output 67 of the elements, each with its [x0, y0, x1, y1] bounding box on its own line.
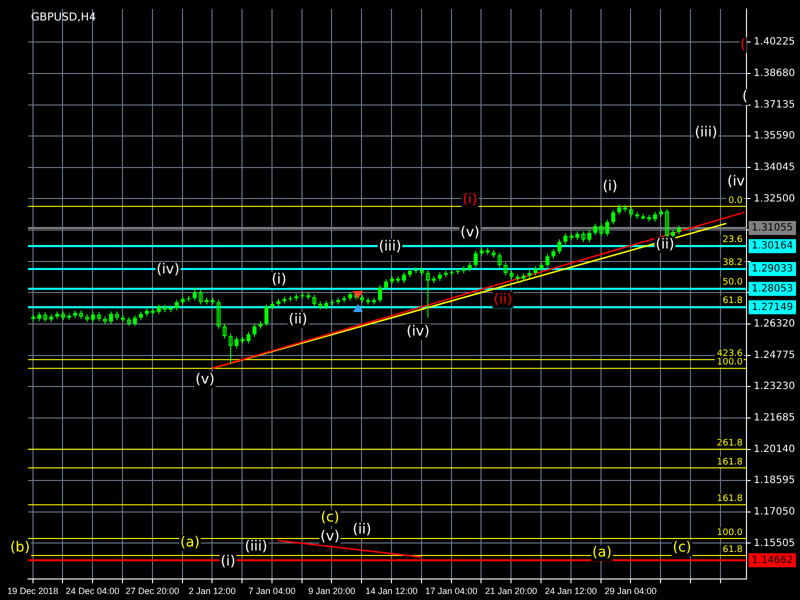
y-tick-label: 1.18595 [754, 475, 796, 486]
annotation: (i) [462, 192, 478, 208]
annotation: (iii) [244, 538, 268, 555]
y-tick-label: 1.35590 [754, 130, 796, 142]
annotation: 23.6 [722, 234, 743, 245]
y-tick-label: 1.38680 [754, 68, 796, 80]
annotation: (i) [272, 272, 286, 288]
annotation: (v) [320, 528, 340, 545]
y-tick-label: 1.34045 [754, 162, 796, 174]
annotation: 61.8 [722, 544, 743, 555]
annotation: (iii) [378, 238, 402, 255]
y-tick-label: 1.20140 [754, 444, 796, 455]
x-tick-label: 21 Jan 20:00 [485, 586, 538, 596]
ref-line-label: 1.29033 [752, 264, 794, 275]
x-tick-label: 27 Dec 20:00 [126, 586, 180, 596]
y-tick-label: 1.26320 [754, 318, 796, 330]
y-tick-label: 1.24775 [754, 350, 796, 361]
annotation: 100.0 [716, 528, 743, 538]
annotation: (iii) [694, 124, 718, 141]
annotation: 161.8 [716, 457, 743, 468]
x-tick-label: 17 Jan 04:00 [425, 586, 478, 596]
annotation: (b) [10, 540, 30, 556]
x-tick-label: 24 Jan 12:00 [544, 586, 597, 596]
annotation: 261.8 [716, 438, 743, 449]
ref-line-label: 1.28053 [752, 283, 794, 294]
annotation: ( [742, 88, 748, 105]
annotation: (iv [727, 174, 745, 190]
x-tick-label: 9 Jan 20:00 [308, 586, 356, 596]
ref-line-label: 1.30164 [752, 240, 794, 252]
annotation: (a) [180, 534, 200, 551]
annotation: (c) [320, 510, 340, 526]
annotation: (v) [195, 372, 215, 388]
annotation: (i) [602, 178, 618, 195]
annotation: (iv) [406, 324, 430, 340]
annotation: ( [740, 36, 746, 53]
x-tick-label: 2 Jan 12:00 [188, 586, 236, 596]
ref-line-label: 1.27149 [752, 302, 794, 313]
x-tick-label: 14 Jan 12:00 [365, 586, 418, 596]
annotation: (iv) [156, 262, 180, 278]
annotation: (a) [592, 544, 612, 561]
y-tick-label: 1.23230 [754, 381, 796, 392]
annotation: (i) [220, 554, 236, 570]
chart-title: GBPUSD,H4 [31, 10, 96, 24]
y-tick-label: 1.21685 [754, 412, 796, 424]
annotation: (ii) [352, 522, 372, 538]
annotation: (ii) [288, 312, 308, 328]
ref-line-label: 1.14662 [752, 554, 794, 566]
ref-line-label: 1.31055 [752, 222, 794, 234]
y-tick-label: 1.32500 [754, 193, 796, 204]
x-tick-label: 19 Dec 2018 [7, 586, 58, 596]
y-tick-label: 1.40225 [754, 36, 796, 48]
y-tick-label: 1.37135 [754, 99, 796, 110]
y-tick-label: 1.17050 [754, 506, 796, 518]
y-tick-label: 1.15505 [754, 538, 796, 549]
annotation: 161.8 [716, 494, 743, 504]
annotation: 38.2 [722, 258, 743, 268]
x-tick-label: 29 Jan 04:00 [604, 586, 657, 596]
annotation: 0.0 [728, 196, 743, 206]
x-tick-label: 7 Jan 04:00 [248, 586, 296, 596]
annotation: (c) [672, 540, 692, 556]
annotation: 61.8 [722, 296, 743, 306]
annotation: (ii) [494, 292, 512, 308]
annotation: 100.0 [716, 358, 743, 368]
annotation: (ii) [656, 236, 674, 253]
annotation: (v) [460, 224, 480, 241]
x-tick-label: 24 Dec 04:00 [66, 586, 120, 596]
annotation: 50.0 [722, 278, 743, 288]
